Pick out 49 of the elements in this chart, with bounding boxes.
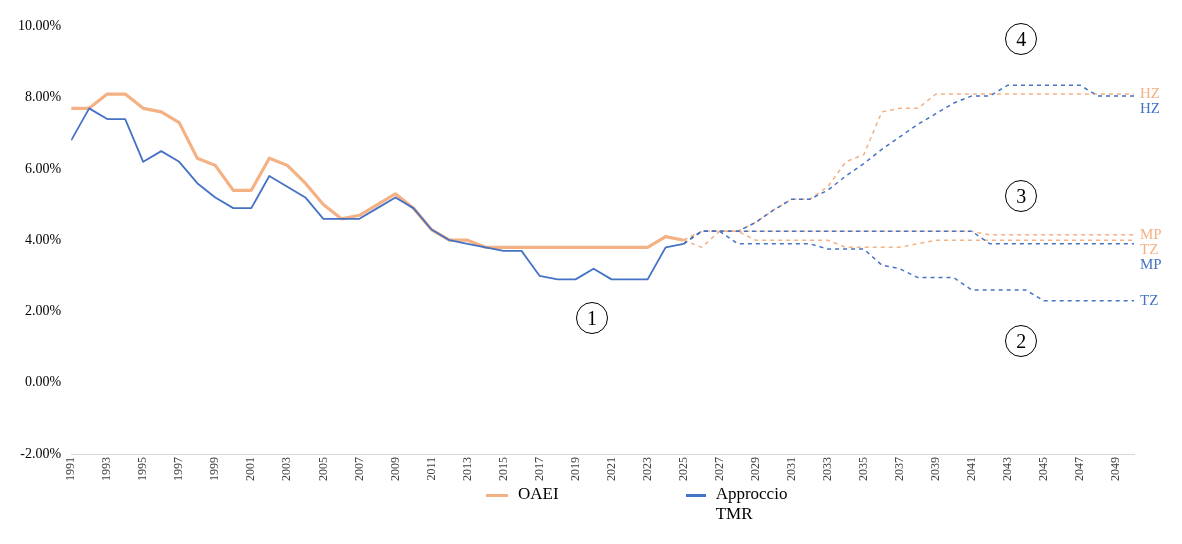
x-tick-label: 2043 bbox=[1000, 457, 1015, 481]
y-tick-label: 6.00% bbox=[24, 160, 62, 176]
x-tick-label: 1993 bbox=[99, 457, 114, 481]
x-tick-label: 2049 bbox=[1108, 457, 1123, 481]
y-tick-label: 0.00% bbox=[24, 374, 62, 390]
x-tick-label: 1995 bbox=[135, 457, 150, 481]
x-tick-label: 2039 bbox=[928, 457, 942, 481]
x-tick-label: 2021 bbox=[603, 457, 618, 481]
x-tick-label: 2023 bbox=[639, 457, 654, 481]
x-tick-label: 2033 bbox=[819, 457, 834, 481]
x-tick-label: 2029 bbox=[747, 457, 762, 481]
annotation: 4 bbox=[1005, 22, 1038, 55]
legend-label: OAEI bbox=[518, 484, 559, 504]
x-tick-label: 2007 bbox=[351, 457, 366, 481]
series-label: HZ bbox=[1140, 100, 1160, 117]
x-tick-label: 2011 bbox=[423, 457, 438, 481]
series-label: HZ bbox=[1140, 85, 1160, 102]
x-tick-label: 1997 bbox=[171, 457, 186, 481]
series-label: TZ bbox=[1140, 291, 1159, 308]
annotation: 1 bbox=[575, 302, 608, 335]
x-tick-label: 1991 bbox=[63, 457, 78, 481]
y-tick-label: 4.00% bbox=[24, 231, 62, 247]
y-tick-label: 10.00% bbox=[17, 18, 62, 34]
x-tick-label: 2031 bbox=[783, 457, 798, 481]
y-tick-label: 8.00% bbox=[24, 89, 62, 105]
annotation: 3 bbox=[1005, 180, 1038, 213]
x-tick-label: 2045 bbox=[1036, 457, 1051, 481]
x-tick-label: 2017 bbox=[531, 457, 546, 481]
x-tick-label: 2027 bbox=[711, 457, 726, 481]
x-tick-label: 2001 bbox=[243, 457, 258, 481]
x-tick-label: 2035 bbox=[855, 457, 870, 481]
x-tick-label: 2015 bbox=[495, 457, 510, 481]
series-label: TZ bbox=[1140, 240, 1159, 257]
x-tick-label: 2041 bbox=[964, 457, 979, 481]
legend-label: Approccio TMR bbox=[715, 484, 789, 524]
x-tick-label: 2019 bbox=[567, 457, 582, 481]
series-label: MP bbox=[1140, 255, 1162, 272]
x-tick-label: 2009 bbox=[387, 457, 402, 481]
x-tick-label: 1999 bbox=[207, 457, 222, 481]
x-tick-label: 2005 bbox=[315, 457, 330, 481]
series-label: MP bbox=[1140, 225, 1162, 242]
y-tick-label: -2.00% bbox=[20, 445, 62, 461]
y-tick-label: 2.00% bbox=[24, 303, 62, 319]
x-tick-label: 2003 bbox=[279, 457, 294, 481]
x-tick-label: 2037 bbox=[891, 457, 906, 481]
x-tick-label: 2047 bbox=[1072, 457, 1087, 481]
annotation: 2 bbox=[1005, 325, 1038, 358]
x-tick-label: 2025 bbox=[675, 457, 690, 481]
x-tick-label: 2013 bbox=[459, 457, 474, 481]
